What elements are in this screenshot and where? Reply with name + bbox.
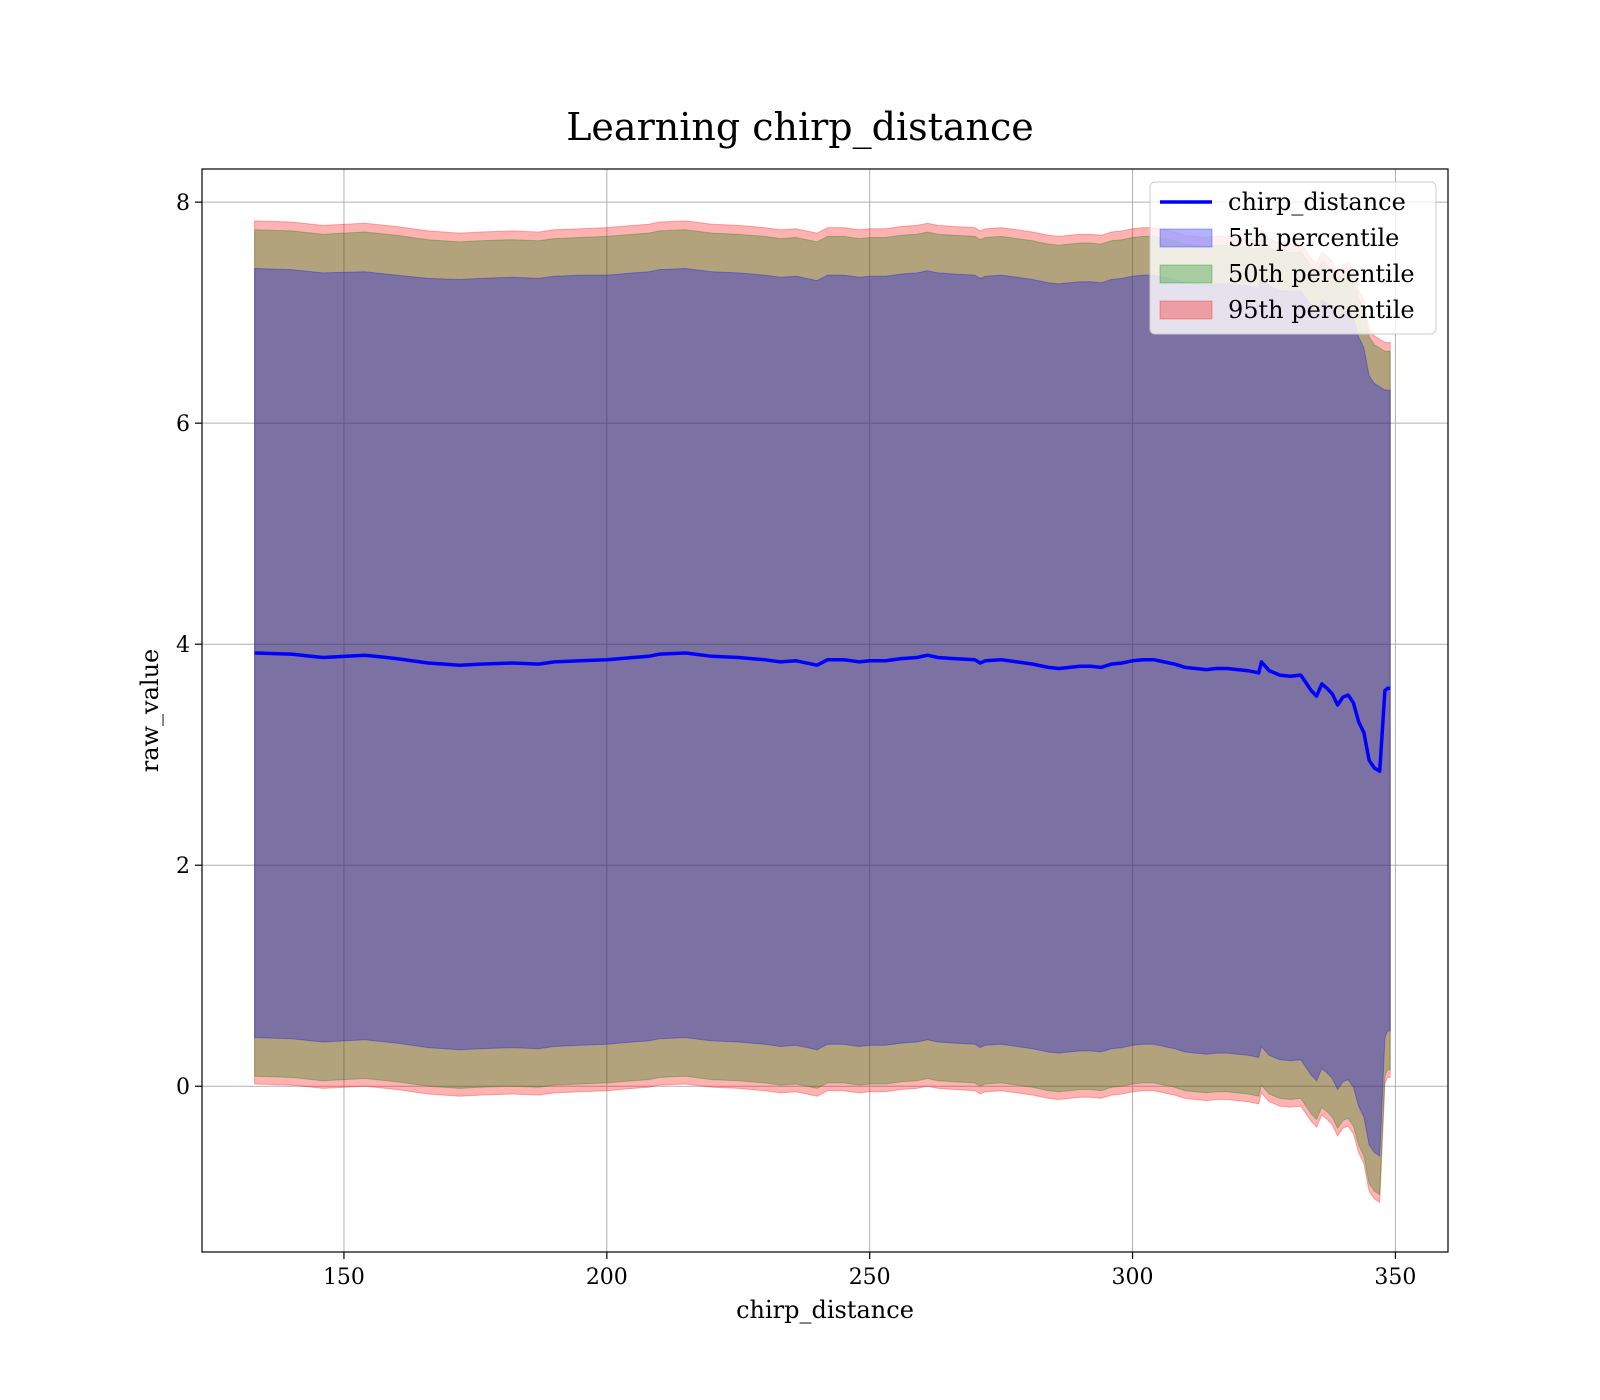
legend-label: 95th percentile <box>1228 296 1415 324</box>
legend: chirp_distance 5th percentile 50th percent… <box>1149 181 1437 335</box>
plot-frame <box>201 168 1449 1253</box>
y-tick-label: 4 <box>176 633 190 658</box>
y-tick-label: 2 <box>176 854 190 879</box>
y-tick-label: 0 <box>176 1075 190 1100</box>
axis-ticks: 150 200 250 300 350 0 2 4 6 8 <box>176 191 1416 1290</box>
series-lines <box>254 651 1391 774</box>
y-tick-label: 8 <box>176 191 190 216</box>
x-tick-label: 350 <box>1374 1265 1416 1290</box>
legend-band-swatch <box>1159 300 1213 320</box>
legend-band-swatch <box>1159 264 1213 284</box>
legend-label: chirp_distance <box>1228 188 1406 216</box>
x-tick-label: 150 <box>323 1265 365 1290</box>
chart-title: Learning chirp_distance <box>566 105 1034 150</box>
percentile-bands <box>254 220 1391 1204</box>
y-tick-label: 6 <box>176 412 190 437</box>
legend-label: 50th percentile <box>1228 260 1415 288</box>
band-50th-percentile <box>254 229 1391 1196</box>
band-95th-percentile <box>254 220 1391 1204</box>
x-axis-label: chirp_distance <box>736 1296 914 1324</box>
chirp-distance-line <box>254 651 1391 774</box>
x-tick-label: 200 <box>586 1265 628 1290</box>
legend-box <box>1149 181 1437 335</box>
x-tick-label: 250 <box>849 1265 891 1290</box>
x-tick-label: 300 <box>1112 1265 1154 1290</box>
legend-band-swatch <box>1159 228 1213 248</box>
y-axis-label: raw_value <box>136 649 164 773</box>
band-5th-percentile <box>254 267 1391 1157</box>
legend-label: 5th percentile <box>1228 224 1399 252</box>
